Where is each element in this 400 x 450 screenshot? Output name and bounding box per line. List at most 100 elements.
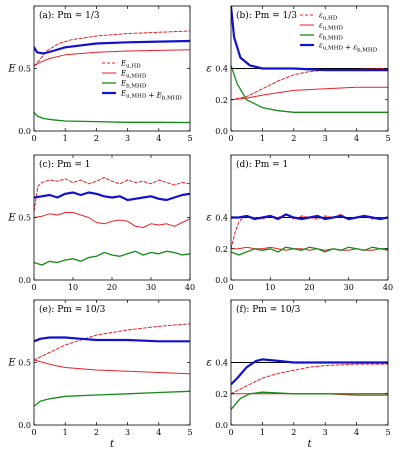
series-line-series-3 bbox=[231, 246, 388, 256]
panel-annotation: (b): Pm = 1/3 bbox=[236, 10, 297, 21]
panel-annotation: (f): Pm = 10/3 bbox=[236, 304, 301, 315]
series-line-series-4 bbox=[231, 6, 388, 72]
series-line-series-3 bbox=[231, 64, 388, 113]
x-tick-label: 3 bbox=[125, 134, 130, 143]
x-tick-label: 3 bbox=[323, 134, 328, 143]
legend-label: εu,MHD bbox=[319, 22, 343, 32]
series-line-series-1 bbox=[34, 212, 190, 228]
legend-label: εb,MHD bbox=[319, 32, 343, 42]
x-tick-label: 0 bbox=[228, 134, 233, 143]
y-axis-label: E bbox=[7, 358, 16, 369]
plot-frame bbox=[33, 5, 191, 132]
x-tick-label: 0 bbox=[31, 428, 36, 437]
panel-f: 0 1 2 3 4 5 0.0 0.2 0.4 ε t (f): Pm = 10/3 bbox=[206, 299, 391, 450]
x-tick-label: 5 bbox=[187, 134, 192, 143]
plot-frame bbox=[33, 299, 191, 426]
panel-e: 0 1 2 3 4 5 0.0 0.5Et (e): Pm = 10/3 bbox=[7, 299, 193, 450]
legend-label: Eu,HD bbox=[120, 60, 141, 70]
series-line-series-4 bbox=[231, 213, 388, 221]
series-line-series-0 bbox=[34, 323, 190, 361]
x-tick-label: 40 bbox=[383, 283, 393, 292]
legend-label: εu,HD bbox=[319, 12, 338, 22]
x-tick-label: 1 bbox=[260, 428, 265, 437]
panel-b: 0 1 2 3 4 50.00.20.4ε(b): Pm = 1/3 εu,HDεu,MHD… bbox=[206, 5, 391, 143]
legend-label: Eb,MHD bbox=[120, 80, 147, 90]
series-line-series-3 bbox=[34, 336, 190, 343]
series-line-series-0 bbox=[34, 30, 190, 67]
y-axis-label: E bbox=[7, 64, 16, 75]
x-tick-label: 0 bbox=[31, 134, 36, 143]
y-tick-label: 0.4 bbox=[215, 214, 228, 223]
series-line-series-1 bbox=[231, 363, 388, 395]
x-tick-label: 5 bbox=[187, 428, 192, 437]
y-tick-label: 0.0 bbox=[18, 421, 31, 430]
y-axis-label: E bbox=[7, 213, 16, 224]
panel-annotation: (a): Pm = 1/3 bbox=[39, 10, 100, 21]
y-axis-label: ε bbox=[206, 213, 211, 224]
panel-annotation: (d): Pm = 1 bbox=[236, 159, 288, 170]
series-line-series-2 bbox=[34, 111, 190, 124]
y-tick-label: 0.0 bbox=[18, 276, 31, 285]
y-tick-label: 0.0 bbox=[18, 127, 31, 136]
x-tick-label: 1 bbox=[63, 428, 68, 437]
plot-frame bbox=[33, 154, 191, 281]
series-line-series-1 bbox=[231, 68, 388, 101]
series-group bbox=[231, 358, 388, 411]
y-tick-label: 0.2 bbox=[215, 245, 228, 254]
x-tick-label: 0 bbox=[228, 283, 233, 292]
y-tick-label: 0.5 bbox=[18, 359, 31, 368]
series-line-series-3 bbox=[34, 39, 190, 55]
y-tick-label: 0.0 bbox=[215, 421, 228, 430]
series-line-series-4 bbox=[231, 358, 388, 386]
series-group bbox=[34, 323, 190, 407]
x-tick-label: 4 bbox=[354, 134, 359, 143]
legend-label: εu,MHD + εb,MHD bbox=[319, 42, 378, 54]
x-tick-label: 0 bbox=[31, 283, 36, 292]
y-tick-label: 0.4 bbox=[215, 359, 228, 368]
x-tick-label: 10 bbox=[68, 283, 78, 292]
series-line-series-3 bbox=[34, 191, 190, 202]
y-axis-label: ε bbox=[206, 358, 211, 369]
legend-label: Eu,MHD bbox=[120, 70, 147, 80]
x-tick-label: 2 bbox=[94, 428, 99, 437]
x-tick-label: 2 bbox=[291, 134, 296, 143]
x-tick-label: 2 bbox=[94, 134, 99, 143]
x-axis-label: t bbox=[307, 439, 312, 450]
y-tick-label: 0.2 bbox=[215, 96, 228, 105]
legend-label: Eu,MHD + Eb,MHD bbox=[120, 90, 182, 102]
x-tick-label: 3 bbox=[125, 428, 130, 437]
x-tick-label: 1 bbox=[260, 134, 265, 143]
x-tick-label: 40 bbox=[185, 283, 195, 292]
x-tick-label: 5 bbox=[385, 428, 390, 437]
x-tick-label: 30 bbox=[344, 283, 354, 292]
series-group bbox=[34, 30, 190, 124]
panel-annotation: (c): Pm = 1 bbox=[39, 159, 91, 170]
x-tick-label: 20 bbox=[304, 283, 314, 292]
y-tick-label: 0.4 bbox=[215, 65, 228, 74]
panel-d: 0 10 20 30 40 0.0 0.2 0.4 ε (d): Pm = 1 bbox=[206, 154, 393, 292]
y-axis-label: ε bbox=[206, 64, 211, 75]
series-line-series-2 bbox=[34, 390, 190, 407]
x-tick-label: 10 bbox=[265, 283, 275, 292]
panel-c: 0 10 20 30 40 0.0 0.5E (c): Pm = 1 bbox=[7, 154, 195, 292]
x-axis-label: t bbox=[110, 439, 115, 450]
y-tick-label: 0.0 bbox=[215, 127, 228, 136]
y-tick-label: 0.2 bbox=[215, 390, 228, 399]
series-group bbox=[231, 213, 388, 256]
panel-a: 0 1 2 3 4 5 0.0 0.5E (a): Pm = 1/3 Eu,HDEu,MHDEb,… bbox=[7, 5, 193, 143]
series-group bbox=[34, 177, 190, 266]
series-line-series-2 bbox=[34, 250, 190, 266]
panel-annotation: (e): Pm = 10/3 bbox=[39, 304, 106, 315]
x-tick-label: 20 bbox=[107, 283, 117, 292]
series-line-series-0 bbox=[34, 177, 190, 212]
series-line-series-3 bbox=[231, 391, 388, 411]
x-tick-label: 1 bbox=[63, 134, 68, 143]
y-tick-label: 0.5 bbox=[18, 214, 31, 223]
x-tick-label: 4 bbox=[156, 428, 161, 437]
x-tick-label: 5 bbox=[385, 134, 390, 143]
series-line-series-1 bbox=[34, 359, 190, 375]
y-tick-label: 0.5 bbox=[18, 65, 31, 74]
